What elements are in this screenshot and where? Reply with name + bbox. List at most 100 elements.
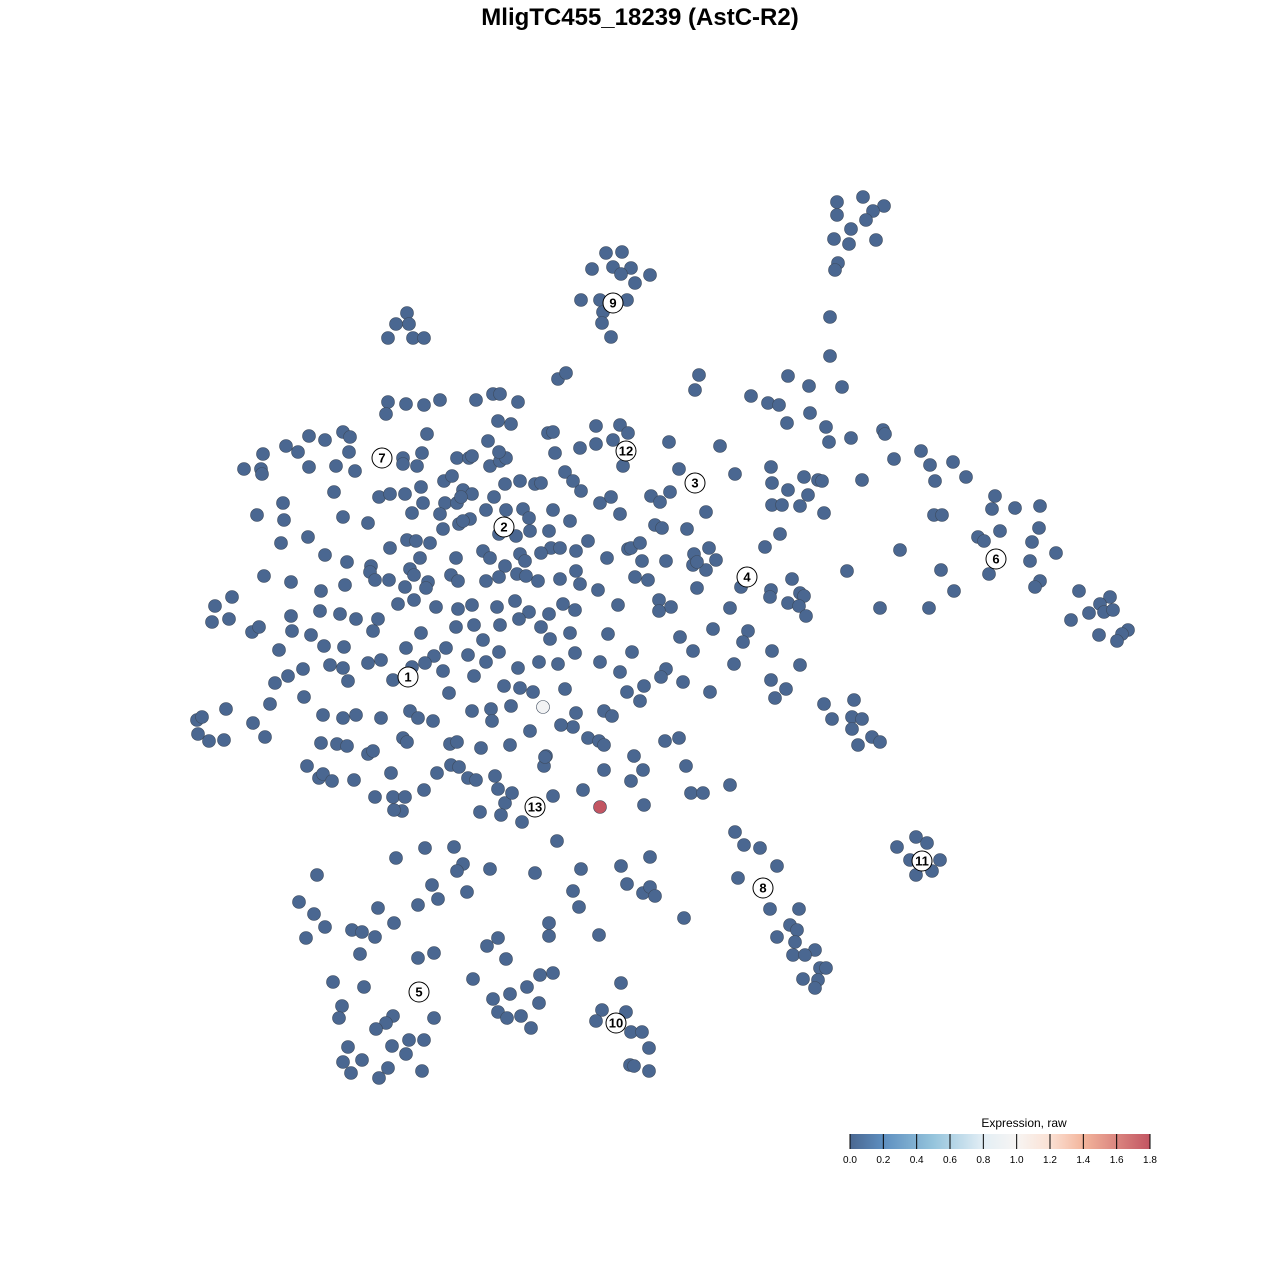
data-point: [982, 567, 996, 581]
cluster-label-7: 7: [371, 447, 393, 469]
data-point: [873, 735, 887, 749]
data-point: [479, 655, 493, 669]
data-point: [893, 543, 907, 557]
data-point: [336, 711, 350, 725]
data-point: [628, 276, 642, 290]
data-point: [855, 473, 869, 487]
data-point: [357, 980, 371, 994]
data-point: [855, 712, 869, 726]
data-point: [414, 626, 428, 640]
data-point: [690, 581, 704, 595]
data-point: [799, 609, 813, 623]
data-point: [208, 599, 222, 613]
data-point: [635, 554, 649, 568]
data-point: [643, 850, 657, 864]
legend-tick-label: 1.8: [1143, 1155, 1157, 1166]
data-point: [399, 1047, 413, 1061]
data-point: [515, 815, 529, 829]
data-point: [336, 661, 350, 675]
data-point: [416, 496, 430, 510]
data-point: [449, 551, 463, 565]
data-point: [317, 639, 331, 653]
data-point: [381, 1061, 395, 1075]
data-point: [337, 640, 351, 654]
data-point: [417, 1033, 431, 1047]
data-point: [274, 536, 288, 550]
data-point: [869, 233, 883, 247]
data-point: [595, 316, 609, 330]
data-point: [314, 584, 328, 598]
data-point: [808, 981, 822, 995]
data-point: [391, 597, 405, 611]
data-point: [483, 862, 497, 876]
data-point: [382, 573, 396, 587]
data-point: [878, 427, 892, 441]
cluster-label-badge: [605, 1012, 627, 1034]
data-point: [844, 431, 858, 445]
data-point: [381, 331, 395, 345]
data-point: [329, 459, 343, 473]
data-point: [318, 920, 332, 934]
data-point: [452, 760, 466, 774]
cluster-label-5: 5: [408, 981, 430, 1003]
data-point: [417, 783, 431, 797]
data-point: [411, 898, 425, 912]
data-point: [225, 590, 239, 604]
data-point: [581, 534, 595, 548]
data-point: [614, 859, 628, 873]
data-point: [250, 508, 264, 522]
data-point: [642, 1064, 656, 1078]
data-point: [300, 759, 314, 773]
data-point: [450, 735, 464, 749]
data-point: [672, 462, 686, 476]
data-point: [763, 590, 777, 604]
cluster-label-badge: [371, 447, 393, 469]
cluster-label-11: 11: [911, 850, 933, 872]
data-point: [728, 825, 742, 839]
data-point: [934, 563, 948, 577]
data-point: [611, 598, 625, 612]
data-point: [1032, 521, 1046, 535]
data-point: [709, 553, 723, 567]
cluster-label-8: 8: [752, 877, 774, 899]
data-point: [569, 706, 583, 720]
data-point: [418, 656, 432, 670]
data-point: [542, 929, 556, 943]
data-point: [318, 433, 332, 447]
data-point: [523, 524, 537, 538]
data-point: [648, 889, 662, 903]
data-point: [336, 1055, 350, 1069]
data-point: [513, 681, 527, 695]
data-point: [553, 541, 567, 555]
data-point: [436, 664, 450, 678]
data-point: [307, 907, 321, 921]
data-point: [302, 460, 316, 474]
data-point: [407, 593, 421, 607]
data-point: [763, 902, 777, 916]
data-point: [281, 669, 295, 683]
data-point: [744, 389, 758, 403]
data-point: [425, 878, 439, 892]
data-point: [1023, 554, 1037, 568]
data-point: [614, 976, 628, 990]
data-point: [679, 759, 693, 773]
data-point: [427, 946, 441, 960]
data-point: [415, 446, 429, 460]
data-point: [285, 624, 299, 638]
data-point: [499, 952, 513, 966]
data-point: [798, 948, 812, 962]
data-point: [554, 718, 568, 732]
data-point: [491, 414, 505, 428]
cluster-label-badge: [736, 566, 758, 588]
data-point: [765, 476, 779, 490]
data-point: [988, 489, 1002, 503]
data-point: [284, 609, 298, 623]
data-point: [920, 836, 934, 850]
data-point: [385, 1039, 399, 1053]
data-point: [699, 505, 713, 519]
data-point: [480, 939, 494, 953]
cluster-label-text: 11: [915, 854, 929, 869]
data-point: [202, 734, 216, 748]
data-point: [823, 349, 837, 363]
data-point: [688, 383, 702, 397]
